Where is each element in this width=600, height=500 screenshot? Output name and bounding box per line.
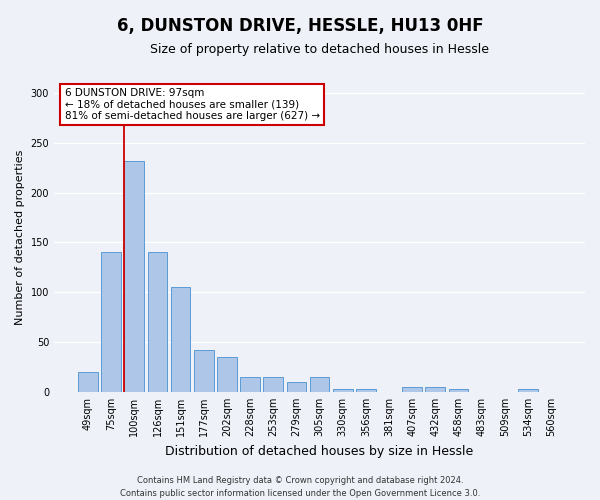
Bar <box>356 389 376 392</box>
X-axis label: Distribution of detached houses by size in Hessle: Distribution of detached houses by size … <box>166 444 473 458</box>
Bar <box>287 382 306 392</box>
Bar <box>78 372 98 392</box>
Title: Size of property relative to detached houses in Hessle: Size of property relative to detached ho… <box>150 42 489 56</box>
Text: Contains HM Land Registry data © Crown copyright and database right 2024.
Contai: Contains HM Land Registry data © Crown c… <box>120 476 480 498</box>
Bar <box>194 350 214 392</box>
Y-axis label: Number of detached properties: Number of detached properties <box>15 150 25 325</box>
Bar <box>449 389 468 392</box>
Text: 6, DUNSTON DRIVE, HESSLE, HU13 0HF: 6, DUNSTON DRIVE, HESSLE, HU13 0HF <box>116 18 484 36</box>
Text: 6 DUNSTON DRIVE: 97sqm
← 18% of detached houses are smaller (139)
81% of semi-de: 6 DUNSTON DRIVE: 97sqm ← 18% of detached… <box>65 88 320 121</box>
Bar <box>240 377 260 392</box>
Bar <box>263 377 283 392</box>
Bar <box>217 357 237 392</box>
Bar <box>148 252 167 392</box>
Bar <box>425 387 445 392</box>
Bar <box>310 377 329 392</box>
Bar <box>124 161 144 392</box>
Bar <box>518 389 538 392</box>
Bar <box>101 252 121 392</box>
Bar <box>402 387 422 392</box>
Bar <box>333 389 353 392</box>
Bar <box>171 288 190 392</box>
